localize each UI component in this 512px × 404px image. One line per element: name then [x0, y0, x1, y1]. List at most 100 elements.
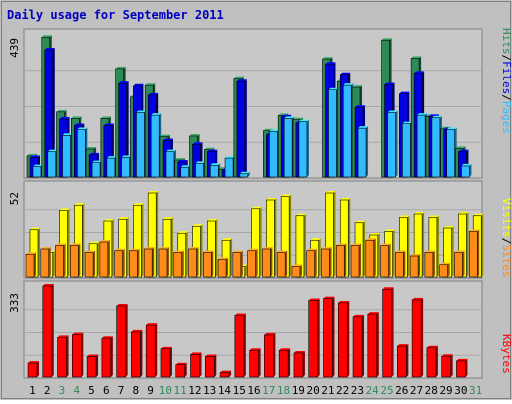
bar-visits-day-28	[428, 215, 439, 278]
bar-sites-day-11	[173, 250, 184, 278]
bar-sites-day-15	[232, 250, 243, 278]
day-label-12: 12	[188, 384, 201, 397]
bar-kbytes-day-17	[264, 332, 276, 378]
bar-kbytes-day-5	[86, 354, 99, 378]
bar-pages-day-13	[209, 163, 221, 178]
day-label-10: 10	[159, 384, 172, 397]
day-label-23: 23	[351, 384, 364, 397]
bar-kbytes-day-13	[204, 354, 217, 378]
day-label-16: 16	[247, 384, 260, 397]
kbytes-panel: 333	[8, 280, 483, 379]
day-label-15: 15	[233, 384, 246, 397]
bar-files-day-15	[236, 79, 247, 178]
bar-pages-day-30	[461, 163, 472, 178]
bar-sites-day-26	[395, 250, 406, 278]
bar-kbytes-day-14	[219, 370, 232, 378]
day-label-13: 13	[203, 384, 216, 397]
day-label-5: 5	[88, 384, 95, 397]
bar-sites-day-31	[468, 229, 480, 278]
day-labels: 1 2 3 4 5 6 7 8 9 10 11 12 13 14 15 16 17 18 19 20 21 22 23 24 2…	[29, 384, 482, 397]
pages-files-hits-panel: 439	[8, 28, 483, 179]
day-label-25: 25	[380, 384, 393, 397]
bar-sites-day-13	[202, 250, 214, 278]
day-label-18: 18	[277, 384, 290, 397]
bar-pages-day-23	[357, 126, 369, 178]
bar-sites-day-22	[335, 243, 347, 278]
bar-sites-day-27	[409, 254, 421, 278]
bar-sites-day-29	[439, 262, 450, 278]
y-max-label: 439	[8, 38, 21, 58]
day-label-3: 3	[59, 384, 66, 397]
bar-kbytes-day-29	[441, 354, 453, 378]
legend-visits: Visits	[500, 198, 512, 238]
bar-sites-day-23	[350, 243, 362, 278]
bar-sites-day-5	[84, 250, 96, 278]
bar-kbytes-day-6	[101, 336, 113, 378]
bar-kbytes-day-25	[382, 287, 394, 378]
bar-kbytes-day-8	[131, 329, 143, 378]
bar-sites-day-3	[55, 243, 66, 278]
bar-kbytes-day-28	[426, 345, 438, 378]
bar-visits-day-16	[251, 206, 262, 278]
day-label-17: 17	[262, 384, 275, 397]
bar-kbytes-day-15	[234, 313, 246, 378]
day-label-4: 4	[73, 384, 80, 397]
day-label-6: 6	[103, 384, 110, 397]
bar-kbytes-day-11	[175, 362, 187, 378]
bar-sites-day-17	[262, 247, 273, 278]
legend-hits: Hits	[500, 28, 512, 55]
legend-kbytes: KBytes	[500, 334, 512, 374]
y-max-label: 333	[8, 293, 21, 313]
bar-sites-day-25	[380, 243, 391, 278]
bar-kbytes-day-18	[278, 348, 291, 378]
bar-pages-day-19	[298, 119, 309, 178]
bar-kbytes-day-3	[57, 335, 69, 378]
bar-kbytes-day-27	[411, 297, 424, 378]
bar-kbytes-day-26	[397, 344, 409, 378]
bar-kbytes-day-4	[72, 332, 84, 378]
legend-separator: /	[500, 94, 512, 101]
day-label-14: 14	[218, 384, 232, 397]
bar-sites-day-8	[129, 248, 140, 278]
bar-sites-day-2	[40, 247, 51, 278]
bar-kbytes-day-19	[293, 350, 305, 378]
bar-kbytes-day-22	[337, 300, 350, 378]
bar-sites-day-9	[143, 247, 155, 278]
legend-separator: /	[500, 238, 512, 245]
legend-sites: Sites	[500, 244, 512, 277]
bar-sites-day-14	[217, 257, 229, 278]
bar-sites-day-7	[114, 248, 125, 278]
day-label-26: 26	[395, 384, 408, 397]
bar-kbytes-day-2	[42, 284, 54, 378]
bar-sites-day-12	[188, 247, 199, 278]
y-max-label: 52	[8, 192, 21, 205]
bar-sites-day-1	[25, 252, 36, 278]
day-label-22: 22	[336, 384, 349, 397]
legend-pages: Pages	[500, 101, 512, 134]
bar-sites-day-21	[321, 247, 332, 278]
day-label-1: 1	[29, 384, 36, 397]
bar-visits-day-30	[458, 212, 469, 278]
day-label-24: 24	[366, 384, 380, 397]
day-label-28: 28	[425, 384, 438, 397]
day-label-8: 8	[132, 384, 139, 397]
bar-sites-day-10	[158, 247, 169, 278]
day-label-11: 11	[174, 384, 187, 397]
day-label-21: 21	[321, 384, 334, 397]
bar-sites-day-4	[70, 243, 81, 278]
bar-kbytes-day-7	[116, 303, 128, 378]
day-label-20: 20	[306, 384, 319, 397]
day-label-27: 27	[410, 384, 423, 397]
bar-kbytes-day-30	[456, 358, 468, 378]
bar-kbytes-day-20	[308, 298, 320, 378]
bar-files-day-7	[118, 81, 129, 178]
day-label-30: 30	[454, 384, 467, 397]
day-label-9: 9	[147, 384, 154, 397]
bar-pages-day-15	[239, 171, 250, 178]
bar-sites-day-18	[276, 250, 288, 278]
day-label-2: 2	[44, 384, 51, 397]
chart-title: Daily usage for September 2011	[7, 8, 224, 22]
bar-kbytes-day-10	[160, 346, 172, 378]
